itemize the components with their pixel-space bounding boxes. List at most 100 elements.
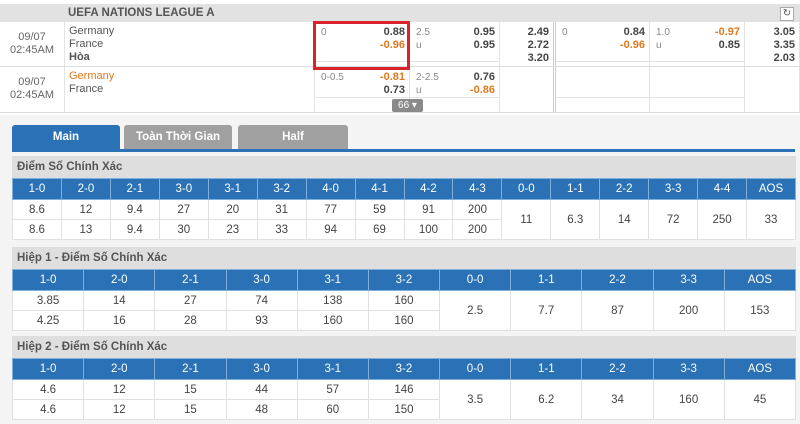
ou-half-over[interactable]: -0.97 [714, 26, 740, 38]
tab-full-time[interactable]: Toàn Thời Gian [124, 125, 232, 149]
over-under-cell[interactable]: 2.5 u 0.95 0.95 [410, 22, 500, 66]
half-over-under-cell[interactable]: 1.0 u -0.97 0.85 [650, 22, 745, 66]
correct-score-section: Điểm Số Chính Xác 1-0 2-0 2-1 3-0 3-1 3-2 4-0 4-… [12, 156, 796, 240]
section-title: Hiệp 1 - Điểm Số Chính Xác [12, 247, 796, 269]
odds-cell[interactable]: 12 [83, 399, 156, 420]
half-odds-draw[interactable]: 2.03 [773, 52, 795, 64]
odds-cell[interactable]: 7.7 [510, 290, 583, 331]
ou-over[interactable]: 0.76 [473, 71, 495, 83]
score-header: 3-1 [207, 178, 258, 200]
hdp-half-home[interactable]: 0.84 [623, 26, 645, 38]
odds-cell[interactable]: 160 [367, 310, 441, 331]
odds-cell[interactable]: 34 [581, 379, 654, 420]
odds-cell[interactable]: 4.6 [11, 399, 85, 420]
half-handicap-cell[interactable]: 0 0.84 -0.96 [556, 22, 650, 66]
ou-half-under[interactable]: 0.85 [718, 39, 740, 51]
away-team[interactable]: France [69, 83, 104, 95]
odds-cell[interactable]: 160 [367, 290, 441, 311]
odds-cell[interactable]: 27 [154, 290, 227, 311]
odds-cell[interactable]: 160 [296, 310, 369, 331]
odds-cell[interactable]: 3.85 [11, 290, 85, 311]
odds-cell[interactable]: 31 [256, 199, 307, 220]
odds-cell[interactable]: 77 [305, 199, 356, 220]
odds-cell[interactable]: 200 [452, 199, 503, 220]
handicap-cell[interactable]: 0-0.5 -0.81 0.73 [315, 67, 410, 112]
half-odds-home[interactable]: 3.05 [773, 26, 795, 38]
odds-cell[interactable]: 33 [746, 199, 796, 240]
odds-cell[interactable]: 15 [154, 379, 227, 400]
home-team[interactable]: Germany [69, 25, 115, 37]
away-team[interactable]: France [69, 38, 104, 50]
score-header: 1-1 [550, 178, 601, 200]
ou-under[interactable]: 0.95 [473, 39, 495, 51]
odds-cell[interactable]: 45 [723, 379, 797, 420]
odds-cell[interactable]: 200 [452, 219, 503, 240]
half-odds-away[interactable]: 3.35 [773, 39, 795, 51]
score-header: 0-0 [439, 358, 512, 380]
hdp-home[interactable]: 0.88 [383, 26, 405, 38]
odds-cell[interactable]: 153 [723, 290, 797, 331]
odds-cell[interactable]: 12 [60, 199, 111, 220]
odds-cell[interactable]: 87 [581, 290, 654, 331]
odds-cell[interactable]: 2.5 [439, 290, 512, 331]
refresh-icon[interactable]: ↻ [780, 7, 794, 21]
odds-cell[interactable]: 8.6 [12, 219, 62, 240]
odds-cell[interactable]: 74 [225, 290, 298, 311]
odds-cell[interactable]: 72 [648, 199, 699, 240]
odds-cell[interactable]: 20 [207, 199, 258, 220]
odds-cell[interactable]: 100 [403, 219, 454, 240]
odds-cell[interactable]: 27 [158, 199, 209, 220]
odds-cell[interactable]: 146 [367, 379, 441, 400]
odds-cell[interactable]: 4.25 [11, 310, 85, 331]
odds-cell[interactable]: 150 [367, 399, 441, 420]
tab-main[interactable]: Main [12, 125, 120, 149]
odds-cell[interactable]: 9.4 [109, 219, 160, 240]
odds-draw[interactable]: 3.20 [527, 52, 549, 64]
odds-cell[interactable]: 8.6 [12, 199, 62, 220]
odds-cell[interactable]: 44 [225, 379, 298, 400]
odds-cell[interactable]: 30 [158, 219, 209, 240]
odds-cell[interactable]: 12 [83, 379, 156, 400]
odds-cell[interactable]: 16 [83, 310, 156, 331]
odds-cell[interactable]: 23 [207, 219, 258, 240]
ou-under[interactable]: -0.86 [469, 84, 495, 96]
odds-cell[interactable]: 93 [225, 310, 298, 331]
odds-cell[interactable]: 14 [599, 199, 650, 240]
over-under-cell[interactable]: 2-2.5 u 0.76 -0.86 [410, 67, 500, 112]
odds-cell[interactable]: 138 [296, 290, 369, 311]
odds-cell[interactable]: 6.3 [550, 199, 601, 240]
ou-over[interactable]: 0.95 [473, 26, 495, 38]
odds-home[interactable]: 2.49 [527, 26, 549, 38]
half-1x2-cell[interactable]: 3.05 3.35 2.03 [745, 22, 800, 66]
odds-cell[interactable]: 33 [256, 219, 307, 240]
odds-cell[interactable]: 4.6 [11, 379, 85, 400]
odds-cell[interactable]: 250 [697, 199, 748, 240]
hdp-half-away[interactable]: -0.96 [619, 39, 645, 51]
odds-cell[interactable]: 14 [83, 290, 156, 311]
hdp-home[interactable]: -0.81 [379, 71, 405, 83]
odds-cell[interactable]: 69 [354, 219, 405, 240]
odds-cell[interactable]: 28 [154, 310, 227, 331]
odds-cell[interactable]: 94 [305, 219, 356, 240]
odds-cell[interactable]: 9.4 [109, 199, 160, 220]
odds-cell[interactable]: 91 [403, 199, 454, 220]
odds-cell[interactable]: 11 [501, 199, 552, 240]
odds-cell[interactable]: 57 [296, 379, 369, 400]
hdp-away[interactable]: 0.73 [383, 84, 405, 96]
odds-cell[interactable]: 6.2 [510, 379, 583, 420]
odds-cell[interactable]: 13 [60, 219, 111, 240]
odds-cell[interactable]: 48 [225, 399, 298, 420]
odds-cell[interactable]: 59 [354, 199, 405, 220]
tab-half[interactable]: Half [238, 125, 348, 149]
odds-cell[interactable]: 15 [154, 399, 227, 420]
odds-cell[interactable]: 200 [652, 290, 725, 331]
odds-away[interactable]: 2.72 [527, 39, 549, 51]
more-markets-button[interactable]: 66 ▾ [392, 99, 423, 112]
odds-cell[interactable]: 3.5 [439, 379, 512, 420]
odds-cell[interactable]: 60 [296, 399, 369, 420]
1x2-cell[interactable]: 2.49 2.72 3.20 [500, 22, 556, 66]
draw-label: Hòa [69, 51, 90, 63]
hdp-away[interactable]: -0.96 [379, 39, 405, 51]
odds-cell[interactable]: 160 [652, 379, 725, 420]
home-team[interactable]: Germany [69, 70, 115, 82]
